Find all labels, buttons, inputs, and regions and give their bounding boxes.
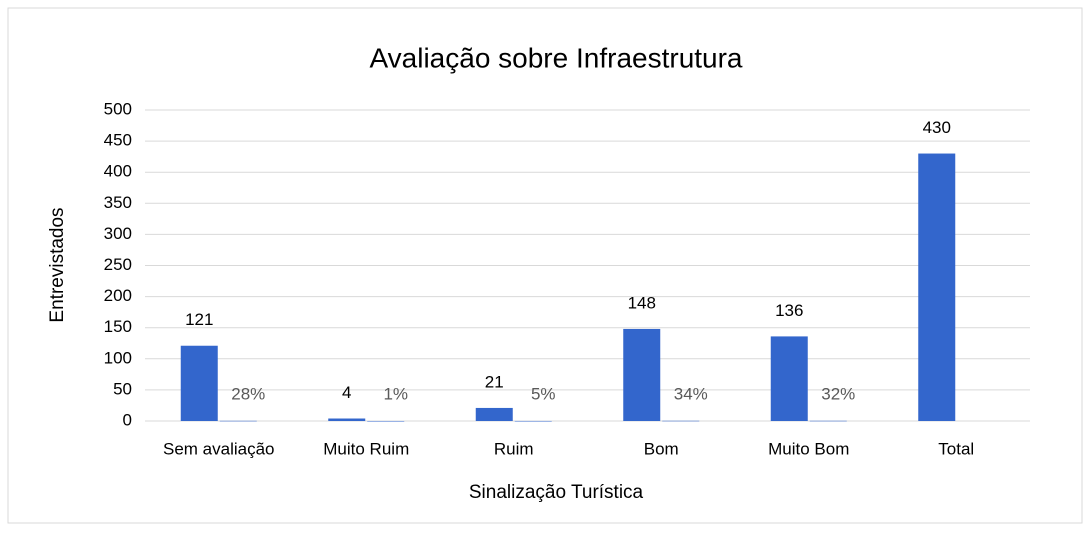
y-tick-label: 350 [104,193,132,212]
bar [367,420,405,422]
chart-title: Avaliação sobre Infraestrutura [369,42,742,73]
data-label: 21 [485,372,504,391]
y-tick-label: 500 [104,99,132,118]
data-label: 5% [531,384,556,403]
bar [514,420,552,422]
y-tick-label: 0 [123,410,132,429]
data-label: 34% [674,384,708,403]
bar [328,418,366,421]
y-tick-label: 200 [104,286,132,305]
y-tick-label: 50 [113,379,132,398]
y-tick-label: 100 [104,348,132,367]
bar [662,420,700,422]
bar [809,420,847,422]
x-tick-label: Ruim [494,439,534,458]
x-tick-label: Muito Ruim [323,439,409,458]
x-tick-label: Muito Bom [768,439,849,458]
y-tick-label: 150 [104,317,132,336]
bar [475,407,513,421]
bar [623,328,661,421]
bar [180,345,218,421]
y-tick-label: 250 [104,255,132,274]
x-tick-label: Bom [644,439,679,458]
data-label: 121 [185,310,213,329]
data-label: 32% [821,384,855,403]
bar [770,336,808,421]
data-label: 430 [923,118,951,137]
y-tick-label: 400 [104,162,132,181]
data-label: 148 [628,293,656,312]
data-label: 28% [231,384,265,403]
x-tick-label: Total [938,439,974,458]
data-label: 4 [342,383,351,402]
x-tick-label: Sem avaliação [163,439,275,458]
y-tick-label: 450 [104,131,132,150]
data-label: 136 [775,301,803,320]
data-label: 1% [383,384,408,403]
x-axis-title: Sinalização Turística [469,482,644,503]
bar [918,153,956,422]
y-axis-title: Entrevistados [47,207,68,322]
bar [219,420,257,422]
y-tick-label: 300 [104,224,132,243]
